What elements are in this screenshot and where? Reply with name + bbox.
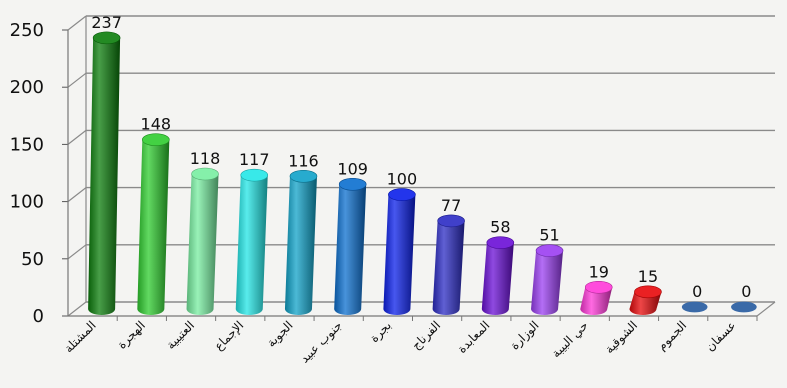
data-label: 100 (387, 170, 418, 189)
bar-top (240, 168, 269, 182)
y-tick-labels: 0 50 100 150 200 250 (10, 20, 44, 327)
bar (186, 167, 219, 315)
category-labels: المشتلة الهجرة العتيبية الإجماع الجوبة جنوب ع… (61, 318, 738, 366)
bar (284, 169, 318, 315)
data-label: 77 (441, 196, 461, 215)
data-label: 117 (239, 150, 270, 169)
bar-top (634, 285, 662, 299)
y-tick-label: 150 (10, 134, 44, 155)
category-label: الجموم (654, 318, 690, 354)
category-label: الجوبة (264, 318, 296, 350)
category-label: العتيبية (163, 318, 197, 352)
data-label: 19 (589, 262, 609, 281)
bar (580, 280, 613, 315)
grid-diagonal (67, 129, 87, 145)
bar (531, 244, 564, 315)
bar-body (531, 244, 564, 315)
grid-diagonal (67, 72, 87, 88)
bar-top (535, 244, 564, 257)
gridlines (67, 15, 775, 317)
bar-body (88, 31, 121, 315)
bar-top (338, 178, 367, 191)
bar (432, 214, 465, 315)
bar-body (432, 214, 465, 315)
bar-top (584, 280, 613, 294)
y-tick-label: 0 (33, 306, 44, 327)
category-label: حي البيبة (549, 318, 591, 360)
category-label: الهجرة (115, 318, 149, 352)
data-label: 148 (141, 115, 172, 134)
bar (629, 285, 662, 315)
bar-top (142, 133, 170, 146)
bar-body (284, 170, 317, 315)
data-label: 58 (490, 218, 510, 237)
floor-edge (756, 301, 776, 317)
grid-diagonal (67, 187, 87, 203)
data-label: 51 (539, 226, 559, 245)
data-labels: 237 148 118 117 116 109 100 77 58 51 19 15 0 0 (91, 13, 751, 301)
bar-top (191, 167, 219, 181)
grid-diagonal (67, 15, 87, 31)
bars (88, 31, 757, 315)
axes (62, 16, 776, 321)
bar-top (486, 236, 515, 249)
bar (481, 236, 515, 315)
bar (383, 188, 416, 315)
bar-body (137, 133, 170, 315)
bar-body (334, 178, 367, 315)
y-tick-label: 250 (10, 20, 44, 41)
bar-top (289, 169, 318, 183)
bar-body (383, 188, 416, 315)
bar-body (235, 169, 268, 315)
data-label: 109 (337, 159, 368, 178)
category-label: المعابدة (455, 318, 493, 356)
bar-top (92, 31, 121, 45)
bar (88, 31, 121, 315)
category-label: الفرناج (409, 318, 444, 353)
data-label: 0 (741, 282, 751, 301)
bar-top (681, 301, 708, 313)
category-label: جنوب عبيد (297, 318, 345, 366)
category-label: بجرة (367, 318, 395, 346)
category-label: الإجماع (211, 318, 246, 353)
y-tick-label: 50 (21, 249, 44, 270)
bar-top (437, 214, 465, 228)
bar-body (481, 236, 514, 315)
grid-diagonal (67, 244, 87, 260)
category-label: الشوقية (602, 318, 641, 357)
bar-top (731, 301, 757, 313)
data-label: 118 (190, 149, 221, 168)
bar (137, 133, 170, 315)
category-label: عسفان (703, 318, 739, 354)
y-tick-label: 100 (10, 192, 44, 213)
category-label: المشتلة (61, 318, 98, 355)
data-label: 116 (288, 151, 319, 170)
bar (235, 168, 269, 315)
category-label: الوزارة (507, 318, 542, 353)
y-tick-label: 200 (10, 77, 44, 98)
bar-top (388, 188, 416, 201)
bar (334, 178, 367, 315)
grid-diagonal (67, 301, 87, 317)
bar (731, 301, 757, 313)
bar (681, 301, 708, 313)
data-label: 15 (638, 267, 658, 286)
data-label: 0 (692, 282, 702, 301)
bar-body (186, 168, 219, 315)
data-label: 237 (91, 13, 122, 32)
